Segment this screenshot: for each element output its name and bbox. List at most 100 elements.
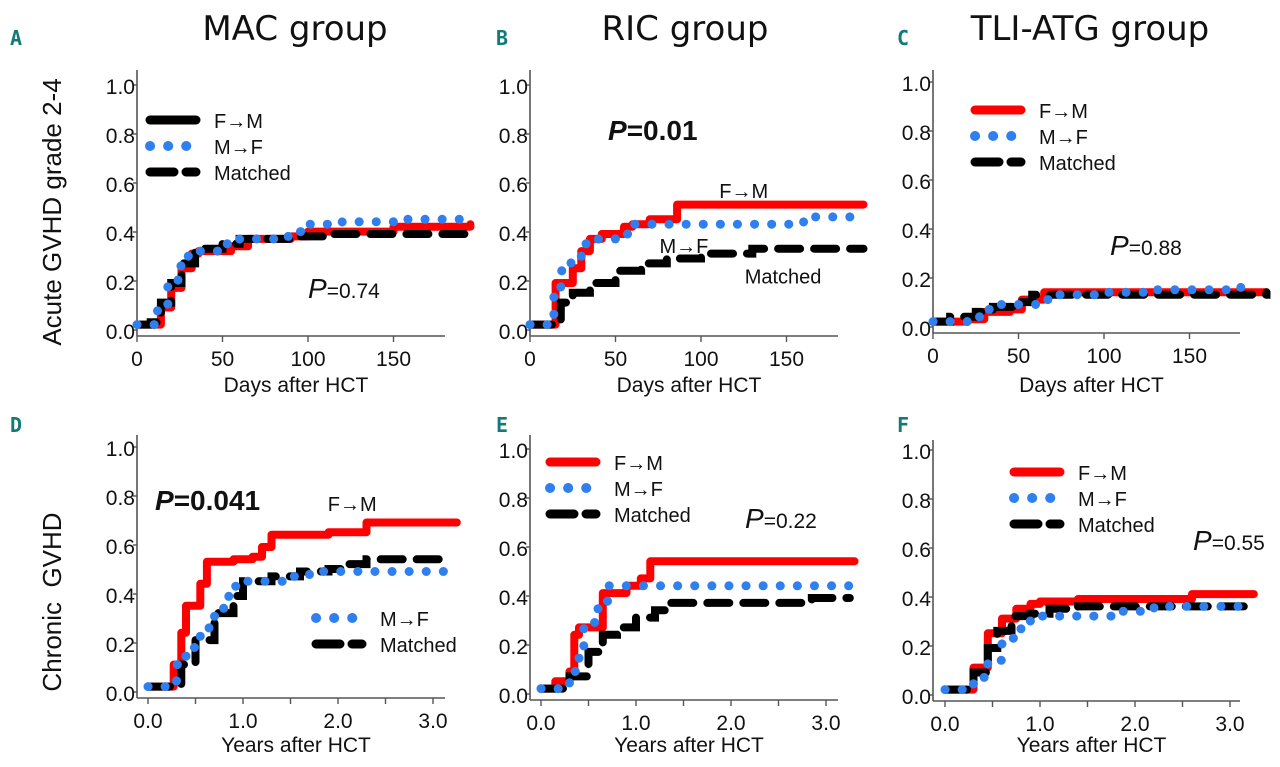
panel-b: B RIC group 0.0 0.2 0.4 0.6 0.8 1.0 0 50 100 150 Day… xyxy=(496,9,868,397)
legend-label: Matched xyxy=(1078,515,1155,537)
series-m-to-f xyxy=(525,212,868,330)
y-tick-label: 0.6 xyxy=(499,538,528,561)
y-tick-label: 0.0 xyxy=(106,321,135,344)
x-tick-label: 150 xyxy=(1172,345,1207,368)
legend-label: M→F xyxy=(1078,489,1127,511)
legend-label: Matched xyxy=(614,505,691,527)
y-tick-label: 0.0 xyxy=(499,321,528,344)
series-matched xyxy=(941,602,1258,694)
panel-title: TLI-ATG group xyxy=(970,9,1210,49)
x-tick-label: 1.0 xyxy=(228,710,257,733)
panel-title: MAC group xyxy=(202,9,387,49)
x-tick-label: 150 xyxy=(769,348,804,371)
x-axis-label: Years after HCT xyxy=(614,734,764,757)
legend-label: M→F xyxy=(614,479,663,501)
y-tick-label: 0.0 xyxy=(902,686,931,709)
y-tick-label: 0.2 xyxy=(902,269,931,292)
y-tick-label: 0.4 xyxy=(902,588,932,611)
series-m-to-f xyxy=(940,601,1254,695)
x-tick-label: 0.0 xyxy=(526,712,555,735)
panel-letter: A xyxy=(10,26,22,50)
p-value-annotation: P=0.74 xyxy=(308,273,380,304)
series-matched xyxy=(133,227,475,329)
y-tick-label: 1.0 xyxy=(106,76,135,99)
x-tick-label: 0.0 xyxy=(930,713,959,736)
y-tick-label: 0.6 xyxy=(902,171,931,194)
y-tick-label: 0.2 xyxy=(499,272,528,295)
x-tick-label: 50 xyxy=(604,348,627,371)
legend-label: Matched xyxy=(214,163,291,185)
y-tick-label: 0.0 xyxy=(902,318,931,341)
x-axis-label: Days after HCT xyxy=(224,374,369,397)
panel-title: RIC group xyxy=(602,9,769,49)
panel-f: F 0.0 0.2 0.4 0.6 0.8 1.0 0.0 1.0 2.0 3.0 Years aft… xyxy=(897,413,1265,757)
x-tick-label: 3.0 xyxy=(1215,713,1244,736)
inline-label: F→M xyxy=(328,494,377,516)
y-tick-label: 1.0 xyxy=(106,438,135,461)
x-axis-label: Days after HCT xyxy=(617,374,762,397)
legend-label: Matched xyxy=(1039,153,1116,175)
panel-letter: E xyxy=(496,413,508,437)
series-m-to-f xyxy=(132,214,475,330)
x-tick-label: 100 xyxy=(290,348,325,371)
row-label-chronic: Chronic GVHD xyxy=(37,512,67,691)
panel-letter: D xyxy=(10,413,22,437)
x-tick-label: 0.0 xyxy=(133,710,162,733)
y-tick-label: 0.6 xyxy=(106,536,135,559)
x-tick-label: 3.0 xyxy=(811,712,840,735)
series-m-to-f xyxy=(536,581,859,694)
y-tick-label: 1.0 xyxy=(499,440,528,463)
y-tick-label: 0.8 xyxy=(499,489,528,512)
legend-label: F→M xyxy=(614,453,663,475)
y-tick-label: 0.4 xyxy=(106,585,136,608)
x-tick-label: 100 xyxy=(1086,345,1121,368)
legend-label: F→M xyxy=(1078,463,1127,485)
legend-label: F→M xyxy=(1039,101,1088,123)
y-tick-label: 0.2 xyxy=(902,637,931,660)
panel-d: D 0.0 0.2 0.4 0.6 0.8 1.0 0.0 1.0 2.0 3.0 Years aft… xyxy=(10,413,462,757)
series-matched xyxy=(526,244,868,329)
x-tick-label: 50 xyxy=(211,348,234,371)
series-f-to-m xyxy=(144,518,461,691)
y-tick-label: 0.8 xyxy=(499,125,528,148)
y-tick-label: 0.8 xyxy=(106,487,135,510)
panel-letter: B xyxy=(496,26,508,50)
panel-c: C TLI-ATG group 0.0 0.2 0.4 0.6 0.8 1.0 0 50 100 15… xyxy=(897,9,1271,397)
legend-label: F→M xyxy=(214,111,263,133)
y-tick-label: 0.4 xyxy=(499,223,529,246)
y-tick-label: 0.8 xyxy=(106,125,135,148)
series-m-to-f xyxy=(143,567,462,692)
inline-label: F→M xyxy=(719,181,768,203)
p-value-annotation: P=0.01 xyxy=(608,115,698,146)
legend-label: Matched xyxy=(380,635,457,657)
row-label-acute: Acute GVHD grade 2-4 xyxy=(37,78,67,345)
x-tick-label: 50 xyxy=(1007,345,1030,368)
x-tick-label: 1.0 xyxy=(1025,713,1054,736)
y-tick-label: 0.0 xyxy=(499,685,528,708)
y-tick-label: 0.6 xyxy=(499,174,528,197)
y-tick-label: 1.0 xyxy=(902,441,931,464)
x-axis-label: Years after HCT xyxy=(1017,734,1167,757)
x-tick-label: 150 xyxy=(376,348,411,371)
y-tick-label: 0.6 xyxy=(106,174,135,197)
x-tick-label: 100 xyxy=(683,348,718,371)
panel-letter: F xyxy=(897,413,909,437)
p-value-annotation: P=0.55 xyxy=(1193,525,1265,556)
y-tick-label: 0.6 xyxy=(902,539,931,562)
x-axis-label: Years after HCT xyxy=(221,734,371,757)
legend-label: M→F xyxy=(214,137,263,159)
y-tick-label: 0.4 xyxy=(106,223,136,246)
x-tick-label: 1.0 xyxy=(621,712,650,735)
y-tick-label: 0.0 xyxy=(106,683,135,706)
legend-label: M→F xyxy=(380,609,429,631)
panel-a: A MAC group 0.0 0.2 0.4 0.6 0.8 1.0 0 50 100 150 Day… xyxy=(10,9,475,397)
y-tick-label: 0.2 xyxy=(499,636,528,659)
y-tick-label: 0.2 xyxy=(106,634,135,657)
series-matched xyxy=(144,555,447,691)
x-tick-label: 2.0 xyxy=(1120,713,1149,736)
x-tick-label: 0 xyxy=(927,345,939,368)
y-tick-label: 0.4 xyxy=(499,587,529,610)
panel-letter: C xyxy=(897,26,909,50)
p-value-annotation: P=0.88 xyxy=(1110,230,1182,261)
